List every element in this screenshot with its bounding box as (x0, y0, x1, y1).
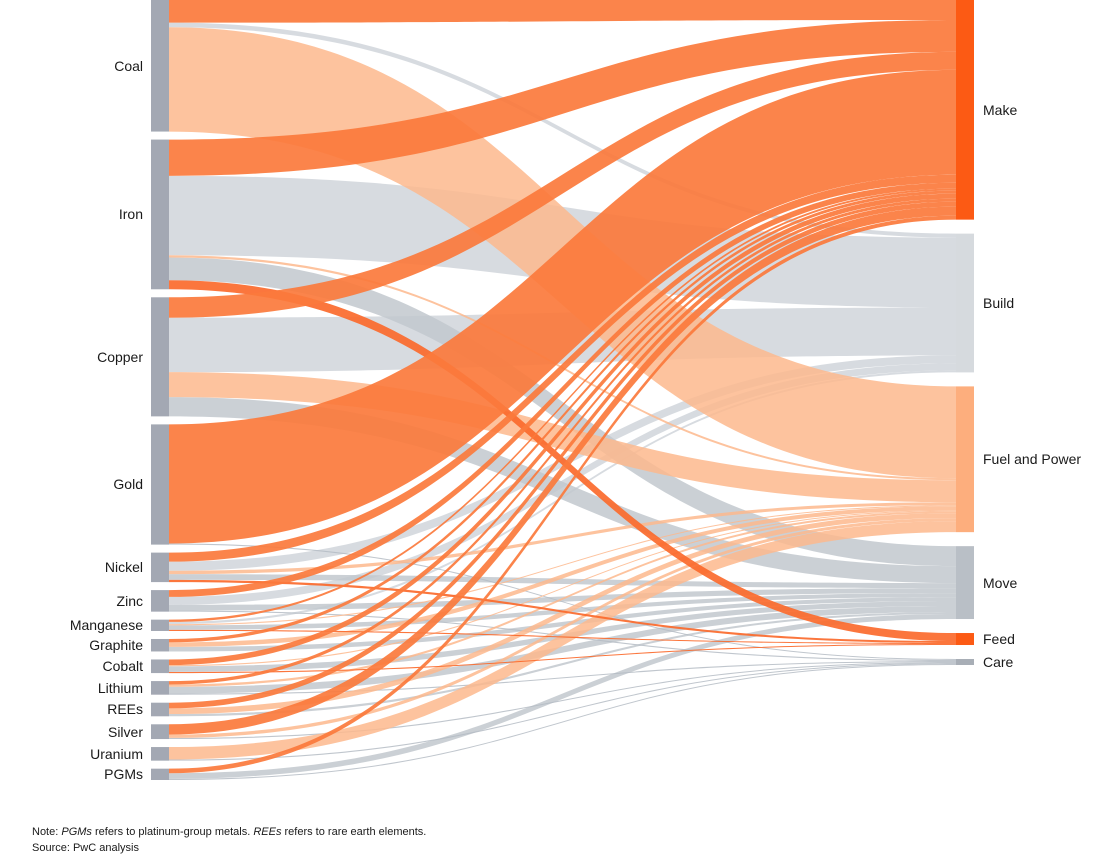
source-label-iron: Iron (118, 206, 143, 223)
footnote: Note: PGMs refers to platinum-group meta… (32, 825, 426, 839)
flow-cobalt-to-feed (169, 644, 956, 674)
source-label-manganese: Manganese (69, 617, 143, 634)
flow-manganese-to-fuel-and-power (169, 505, 956, 626)
target-node-fuel-and-power (956, 386, 974, 533)
target-label-build: Build (983, 295, 1015, 311)
flow-coal-to-build (169, 22, 956, 238)
source-node-lithium (151, 681, 169, 695)
source-node-gold (151, 424, 169, 545)
source-label-copper: Copper (97, 348, 143, 365)
target-label-care: Care (983, 654, 1014, 670)
note-term-pgms: PGMs (61, 826, 92, 838)
sankey-links (169, 0, 956, 780)
flow-pgms-to-move (169, 614, 956, 779)
flow-iron-to-feed (169, 280, 956, 642)
flow-zinc-to-make (169, 182, 956, 597)
flow-rees-to-make (169, 201, 956, 709)
flow-uranium-to-fuel-and-power (169, 521, 956, 760)
source-label-coal: Coal (114, 57, 143, 74)
flow-lithium-to-fuel-and-power (169, 511, 956, 687)
source-label-rees: REEs (107, 701, 143, 718)
flow-copper-to-move (169, 397, 956, 584)
target-node-build (956, 233, 974, 373)
source-node-copper (151, 297, 169, 417)
target-label-fuel-and-power: Fuel and Power (983, 451, 1082, 468)
flow-lithium-to-care (169, 661, 956, 695)
flow-pgms-to-care (169, 664, 956, 780)
source-node-zinc (151, 590, 169, 612)
flow-nickel-to-move (169, 574, 956, 589)
source-label-gold: Gold (113, 476, 143, 493)
target-label-feed: Feed (983, 631, 1015, 648)
flow-cobalt-to-fuel-and-power (169, 510, 956, 667)
flow-iron-to-move (169, 257, 956, 567)
note-text-rees: refers to rare earth elements. (281, 826, 427, 838)
flow-manganese-to-make (169, 188, 956, 622)
flow-gold-to-make (169, 69, 956, 544)
flow-coal-to-make (169, 0, 956, 23)
flow-cobalt-to-make (169, 193, 956, 666)
target-node-feed (956, 633, 974, 646)
flow-rees-to-move (169, 612, 956, 717)
flow-lithium-to-move (169, 606, 956, 694)
flow-manganese-to-feed (169, 629, 956, 645)
source-label-lithium: Lithium (97, 679, 143, 696)
sankey-nodes (151, 0, 974, 780)
flow-silver-to-make (169, 206, 956, 735)
source-label-zinc: Zinc (116, 592, 143, 609)
flow-copper-to-make (169, 51, 956, 318)
note-text-pgms: refers to platinum-group metals. (91, 826, 254, 838)
flow-gold-to-care (169, 543, 956, 661)
flow-iron-to-make (169, 19, 956, 176)
flow-silver-to-care (169, 662, 956, 740)
target-label-make: Make (983, 101, 1018, 118)
flow-silver-to-fuel-and-power (169, 518, 956, 738)
source-node-manganese (151, 619, 169, 631)
note-term-rees: REEs (253, 826, 282, 838)
source-node-nickel (151, 552, 169, 583)
source-node-rees (151, 702, 169, 717)
flow-lithium-to-make (169, 198, 956, 685)
target-node-make (956, 0, 974, 220)
source-label-cobalt: Cobalt (102, 658, 143, 675)
flow-graphite-to-make (169, 190, 956, 643)
source-node-iron (151, 139, 169, 290)
source-node-uranium (151, 747, 169, 761)
source-node-silver (151, 724, 169, 740)
source-node-coal (151, 0, 169, 132)
flow-rees-to-fuel-and-power (169, 513, 956, 715)
source-label-nickel: Nickel (104, 559, 143, 576)
flow-nickel-to-fuel-and-power (169, 502, 956, 575)
source-node-graphite (151, 638, 169, 652)
flow-graphite-to-fuel-and-power (169, 506, 956, 647)
source-label-silver: Silver (107, 723, 143, 740)
note-prefix: Note: (32, 826, 62, 838)
source-label-pgms: PGMs (104, 766, 143, 783)
target-node-care (956, 659, 974, 665)
target-node-move (956, 546, 974, 620)
flow-uranium-to-care (169, 663, 956, 761)
flow-graphite-to-move (169, 597, 956, 652)
flow-pgms-to-make (169, 215, 956, 774)
source-label-uranium: Uranium (90, 745, 143, 762)
target-label-move: Move (983, 574, 1018, 591)
source-node-pgms (151, 768, 169, 780)
source-line: Source: PwC analysis (32, 842, 139, 854)
source-label-graphite: Graphite (89, 637, 143, 654)
flow-nickel-to-make (169, 174, 956, 562)
flow-nickel-to-feed (169, 579, 956, 644)
source-node-cobalt (151, 659, 169, 674)
